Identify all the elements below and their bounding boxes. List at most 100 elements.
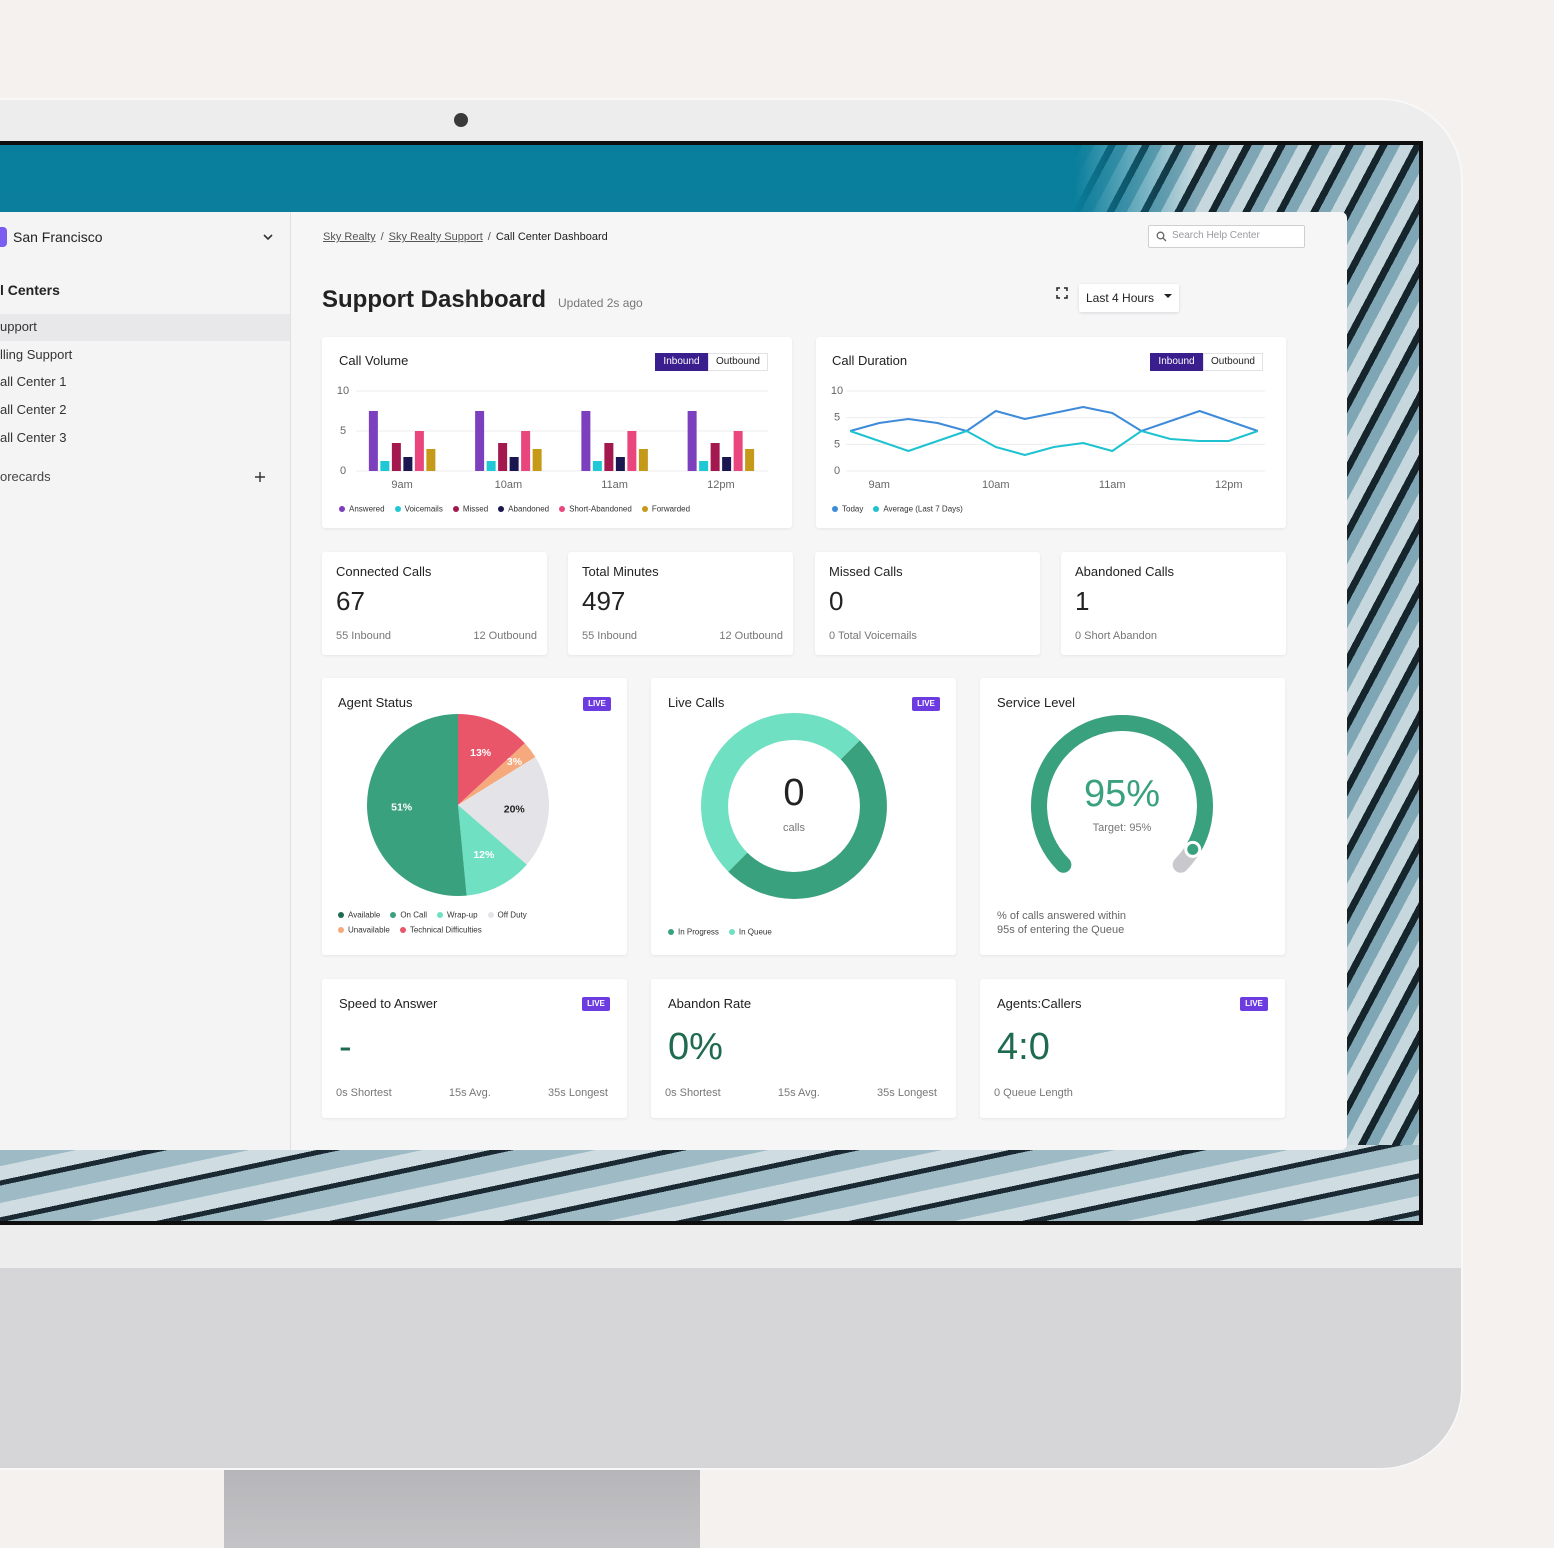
metric-note: 0s Shortest [336, 1087, 392, 1099]
breadcrumb-separator: / [487, 231, 491, 243]
card [980, 979, 1285, 1118]
metric-notes: 0 Queue Length [994, 1086, 1266, 1100]
legend-item: Missed [452, 504, 488, 513]
metric-note: 0 Queue Length [994, 1087, 1073, 1099]
legend-item: In Progress [668, 927, 719, 936]
updated-time: Updated 2s ago [558, 296, 643, 310]
legend-item: Off Duty [487, 910, 527, 920]
legend-label: On Call [400, 910, 428, 920]
toggle-button[interactable]: Inbound [655, 353, 708, 371]
search-icon [1156, 231, 1167, 242]
legend-swatch [559, 505, 566, 512]
toggle-button[interactable]: Outbound [708, 353, 768, 371]
legend: Available On Call Wrap-up Off Duty Unavailab… [338, 910, 538, 935]
card [651, 678, 956, 955]
legend-swatch [728, 928, 735, 935]
legend-label: Wrap-up [447, 910, 478, 920]
live-badge: LIVE [912, 697, 940, 711]
chevron-icon[interactable] [262, 231, 274, 243]
page-title: Support Dashboard [322, 286, 547, 313]
time-range[interactable]: Last 4 Hours [1086, 291, 1155, 305]
legend-label: Answered [349, 504, 385, 514]
legend-label: Unavailable [348, 925, 390, 935]
legend-label: In Queue [738, 927, 772, 937]
camera [454, 113, 468, 127]
sidebar-section: l Centers [0, 282, 60, 298]
breadcrumb: Sky Realty / Sky Realty Support / Call Cente… [323, 230, 608, 244]
add-icon[interactable] [254, 471, 266, 483]
stat-note: 12 Outbound [473, 630, 537, 642]
legend-label: Average (Last 7 Days) [883, 504, 963, 514]
location-name[interactable]: San Francisco [13, 229, 103, 245]
sidebar-item[interactable]: all Center 2 [0, 402, 67, 417]
legend: Answered Voicemails Missed Abandoned Short-A… [339, 504, 779, 513]
legend-label: Off Duty [497, 910, 527, 920]
legend-swatch [668, 928, 674, 935]
metric-value: - [339, 1026, 352, 1068]
stat-title: Abandoned Calls [1075, 564, 1175, 579]
legend-swatch [390, 911, 397, 918]
fullscreen-icon[interactable] [1056, 287, 1068, 299]
metric-note: 35s Longest [548, 1087, 608, 1099]
legend-item: Wrap-up [437, 910, 478, 919]
breadcrumb-link[interactable]: Sky Realty [323, 231, 376, 243]
legend-swatch [338, 927, 344, 934]
toggle-button[interactable]: Outbound [1203, 353, 1263, 371]
stat-title: Total Minutes [582, 564, 659, 579]
legend-swatch [437, 911, 444, 918]
legend-item: Forwarded [641, 504, 690, 513]
legend-item: Average (Last 7 Days) [873, 504, 963, 514]
legend-item: Unavailable [338, 925, 390, 935]
chart-title: Call Volume [339, 353, 409, 368]
metric-title: Agents:Callers [997, 996, 1082, 1011]
time-range-dropdown[interactable] [1079, 284, 1179, 312]
chart-title: Live Calls [668, 695, 725, 710]
legend-item: Technical Difficulties [399, 925, 482, 935]
metric-value: 4:0 [997, 1026, 1050, 1068]
legend: Today Average (Last 7 Days) [832, 504, 1272, 513]
sidebar-scorecards[interactable]: orecards [0, 469, 51, 484]
legend-item: Short-Abandoned [559, 504, 632, 513]
legend-swatch [339, 505, 345, 512]
stat-title: Connected Calls [336, 564, 432, 579]
stat-value: 67 [336, 586, 365, 616]
stat-note: 55 Inbound [582, 630, 638, 642]
legend-swatch [832, 505, 838, 512]
search-placeholder[interactable]: Search Help Center [1172, 230, 1260, 241]
metric-note: 0s Shortest [665, 1087, 721, 1099]
card [568, 552, 793, 655]
legend-swatch [338, 911, 344, 918]
breadcrumb-link[interactable]: Sky Realty Support [388, 231, 483, 243]
legend-item: Abandoned [498, 504, 549, 513]
chart-title: Call Duration [832, 353, 908, 368]
metric-title: Speed to Answer [339, 996, 438, 1011]
dropdown-caret [1164, 294, 1172, 298]
metric-note: 35s Longest [877, 1087, 937, 1099]
stat-note: 55 Inbound [336, 630, 392, 642]
legend-swatch [641, 505, 648, 512]
metric-value: 0% [668, 1026, 723, 1068]
toggle-button[interactable]: Inbound [1150, 353, 1203, 371]
legend: In Progress In Queue [668, 927, 868, 936]
live-badge: LIVE [583, 697, 611, 711]
card [815, 552, 1040, 655]
stat-note: 0 Short Abandon [1075, 630, 1157, 642]
sidebar-item[interactable]: upport [0, 319, 37, 334]
sidebar-item[interactable]: lling Support [0, 347, 73, 362]
legend-swatch [487, 911, 494, 918]
legend-item: Answered [339, 504, 385, 513]
metric-note: 15s Avg. [448, 1087, 491, 1099]
legend-item: Voicemails [394, 504, 443, 514]
wallpaper-bottom [0, 1145, 1419, 1221]
sidebar-item[interactable]: all Center 3 [0, 430, 67, 445]
stat-title: Missed Calls [829, 564, 903, 579]
legend-swatch [873, 505, 880, 512]
legend-label: Voicemails [404, 504, 443, 514]
sidebar-item[interactable]: all Center 1 [0, 374, 67, 389]
chart-title: Service Level [997, 695, 1076, 710]
card [651, 979, 956, 1118]
search-box[interactable] [1148, 225, 1305, 248]
card [322, 552, 547, 655]
legend-swatch [498, 505, 505, 512]
